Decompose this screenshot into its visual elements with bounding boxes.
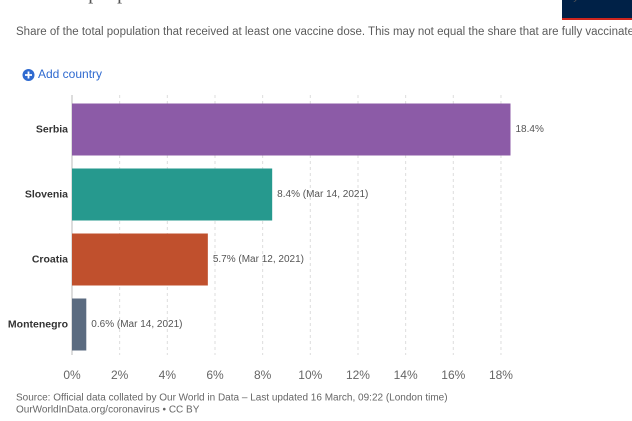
bar (72, 103, 511, 156)
category-label: Montenegro (8, 318, 68, 330)
x-tick-label: 12% (346, 368, 370, 382)
value-label: 0.6% (Mar 14, 2021) (91, 319, 182, 330)
x-tick-label: 10% (298, 368, 322, 382)
bar (72, 298, 87, 351)
x-tick-label: 0% (63, 368, 81, 382)
x-tick-label: 8% (254, 368, 272, 382)
x-tick-label: 4% (159, 368, 177, 382)
category-label: Serbia (36, 123, 68, 135)
x-tick-label: 18% (489, 368, 513, 382)
category-label: Slovenia (25, 188, 68, 200)
logo-text: Our World in Data (553, 0, 632, 2)
x-tick-label: 6% (206, 368, 224, 382)
add-country-label[interactable]: Add country (38, 67, 102, 81)
x-tick-label: 14% (394, 368, 418, 382)
chart-subtitle: Share of the total population that recei… (16, 26, 632, 38)
source: Source: Official data collated by Our Wo… (16, 393, 448, 404)
value-label: 5.7% (Mar 12, 2021) (213, 254, 304, 265)
logo-stripe (562, 18, 632, 20)
add-country-button[interactable]: Add country (22, 67, 103, 81)
logo-box (562, 0, 632, 18)
x-tick-label: 2% (111, 368, 129, 382)
add-icon-plus[interactable] (25, 71, 32, 79)
bar (72, 168, 273, 221)
source-url: OurWorldInData.org/coronavirus • CC BY (16, 405, 200, 416)
value-label: 18.4% (516, 124, 544, 135)
bar (72, 233, 208, 286)
category-label: Croatia (32, 253, 68, 265)
x-tick-label: 16% (441, 368, 465, 382)
value-label: 8.4% (Mar 14, 2021) (277, 189, 368, 200)
chart-title: Share of people who received at least on… (16, 0, 632, 4)
